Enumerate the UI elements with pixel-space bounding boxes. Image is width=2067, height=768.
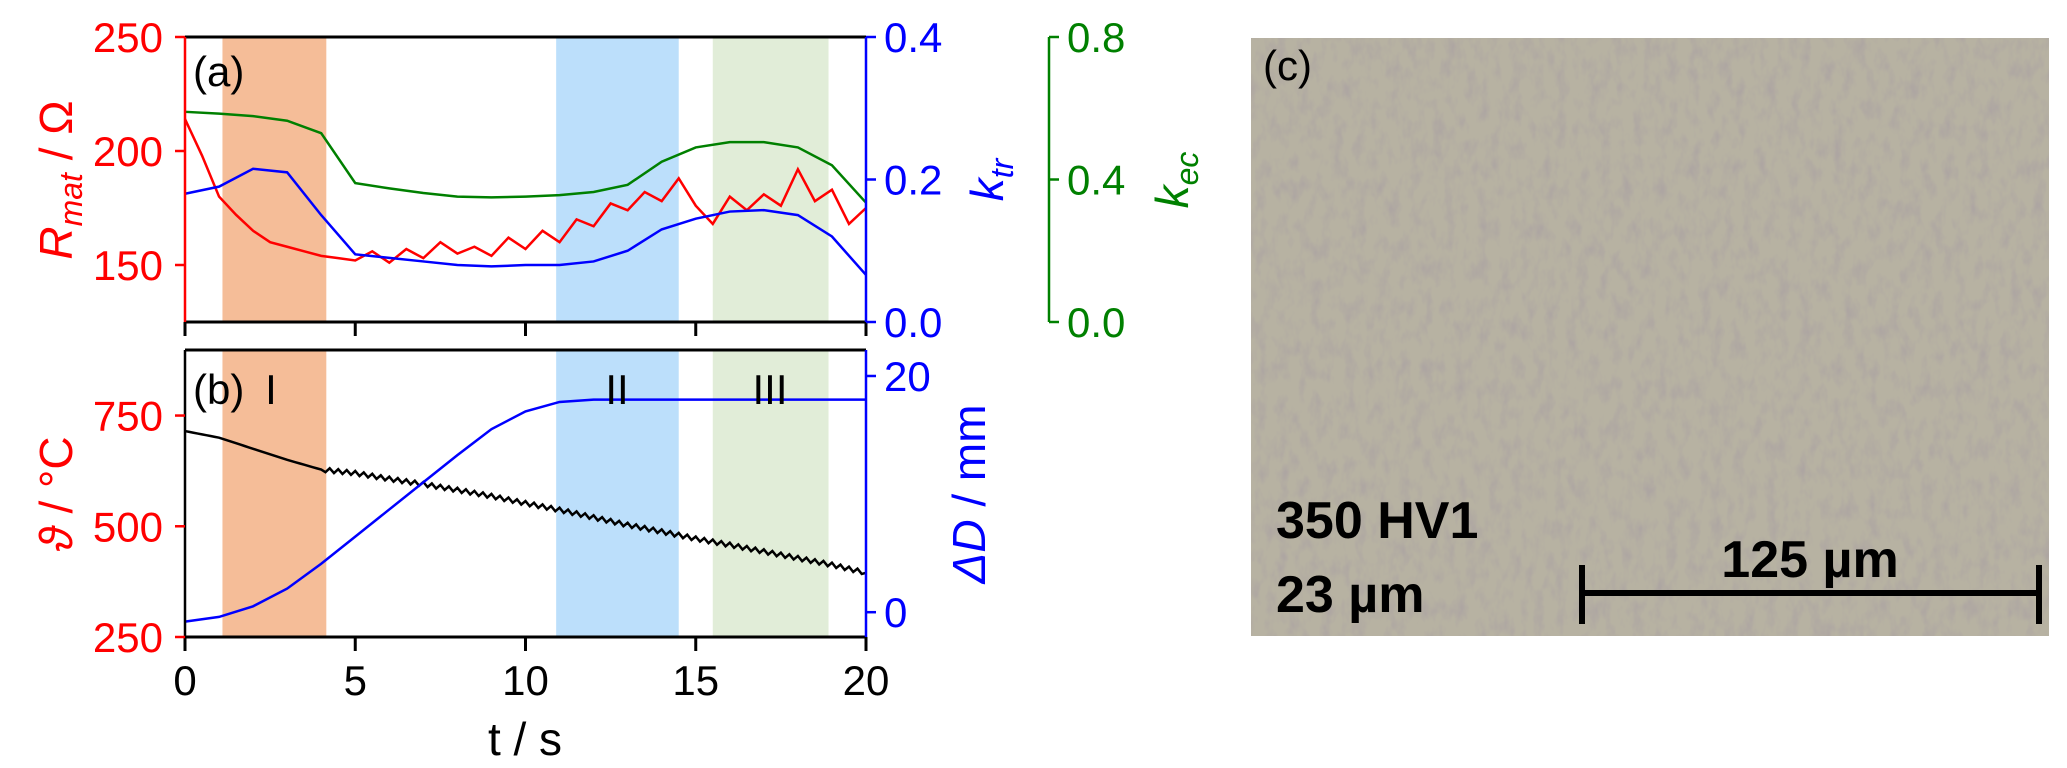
shaded-region-1	[222, 350, 327, 637]
delta-d-axis-label-unit: / mm	[943, 404, 995, 519]
series-line-rmat	[183, 118, 867, 265]
kec-axis-label: kec	[1146, 152, 1205, 209]
grain-size-label: 23 µm	[1276, 566, 1424, 624]
left-tick-label: 250	[93, 614, 163, 661]
hardness-label: 350 HV1	[1276, 492, 1478, 550]
x-tick-label: 20	[843, 657, 890, 704]
left-tick-label: 750	[93, 393, 163, 440]
delta-d-axis-label-symbol: ΔD	[943, 519, 995, 584]
panel-label-b: (b)	[193, 366, 244, 413]
right-tick-label: 0.2	[884, 157, 942, 204]
micrograph-texture	[1251, 38, 2049, 636]
region-label: I	[265, 366, 277, 413]
delta-d-axis-label: ΔD / mm	[943, 404, 995, 584]
x-axis-label: t / s	[488, 713, 562, 765]
rmat-axis-label-subscript: mat	[53, 172, 89, 226]
rmat-axis-label-unit: / Ω	[30, 100, 82, 173]
right-tick-label: 0.0	[884, 299, 942, 346]
rmat-axis-label-symbol: R	[30, 226, 82, 259]
shaded-region-3	[712, 350, 829, 637]
right-tick-label: 20	[884, 353, 931, 400]
ktr-axis-label-subscript: tr	[984, 157, 1020, 178]
temperature-axis-label-unit: / °C	[30, 436, 82, 526]
scale-bar-label: 125 µm	[1721, 531, 1898, 589]
shaded-region-2	[556, 350, 679, 637]
region-label: III	[752, 366, 787, 413]
kec-tick-label: 0.0	[1067, 299, 1125, 346]
panel-label-c: (c)	[1263, 42, 1312, 89]
x-tick-label: 15	[672, 657, 719, 704]
region-label: II	[605, 366, 628, 413]
series-line-d	[184, 398, 866, 623]
series-line-temperature	[184, 429, 867, 576]
rmat-axis-label: Rmat / Ω	[30, 100, 89, 259]
panel-label-a: (a)	[193, 48, 244, 95]
x-tick-label: 10	[502, 657, 549, 704]
micrograph-panel: (c) 350 HV1 23 µm 125 µm	[1251, 38, 2049, 636]
shaded-region-3	[712, 37, 829, 322]
ktr-axis-label-symbol: k	[961, 176, 1013, 201]
ktr-axis-label: ktr	[961, 157, 1020, 201]
series-line-ktr	[184, 167, 867, 276]
scale-bar	[1579, 565, 2042, 624]
kec-tick-label: 0.8	[1067, 14, 1125, 61]
kec-axis-label-symbol: k	[1146, 183, 1198, 208]
right-tick-label: 0.4	[884, 14, 942, 61]
series-line-kec	[184, 110, 867, 204]
x-tick-label: 0	[173, 657, 196, 704]
left-tick-label: 150	[93, 242, 163, 289]
temperature-axis-label-symbol: ϑ	[30, 525, 82, 552]
kec-axis-label-subscript: ec	[1169, 152, 1205, 186]
left-tick-label: 200	[93, 128, 163, 175]
left-tick-label: 250	[93, 14, 163, 61]
kec-tick-label: 0.4	[1067, 157, 1125, 204]
left-tick-label: 500	[93, 503, 163, 550]
shaded-region-2	[556, 37, 679, 322]
right-tick-label: 0	[884, 589, 907, 636]
x-tick-label: 5	[344, 657, 367, 704]
shaded-region-1	[222, 37, 327, 322]
temperature-axis-label: ϑ / °C	[30, 436, 82, 551]
